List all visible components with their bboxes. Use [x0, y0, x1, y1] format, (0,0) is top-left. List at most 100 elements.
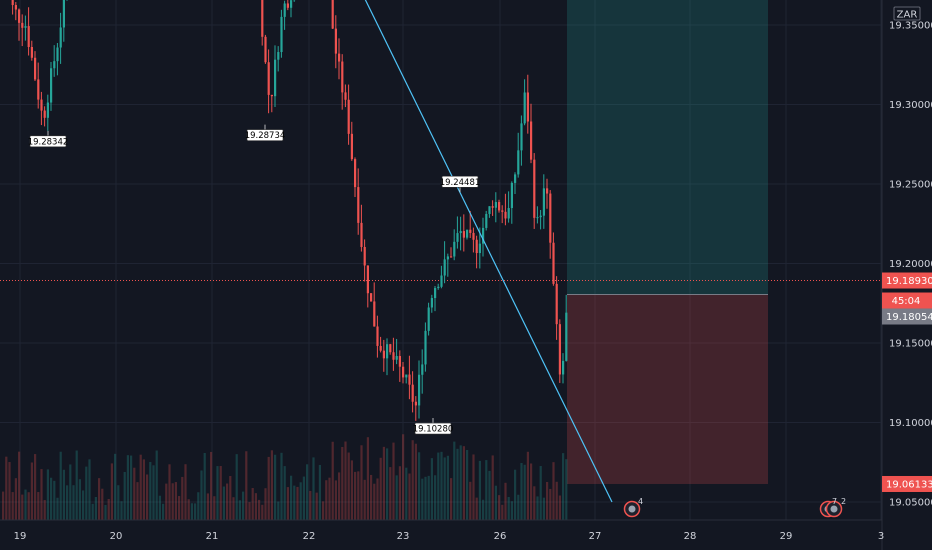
volume-bar	[366, 437, 369, 520]
volume-bar	[402, 434, 405, 520]
candle-body	[277, 52, 280, 60]
volume-bar	[341, 447, 344, 520]
price-tick-label: 19.05000	[889, 498, 932, 509]
candle-body	[504, 211, 507, 219]
price-tag-box[interactable]	[882, 475, 932, 492]
volume-bar	[43, 500, 46, 520]
price-tag-label[interactable]: 19.18054	[886, 312, 932, 323]
time-tick-label: 27	[589, 531, 602, 542]
volume-bar	[101, 488, 104, 520]
volume-bar	[226, 483, 229, 520]
candle-body	[469, 229, 472, 233]
volume-bar	[85, 466, 88, 520]
volume-bar	[152, 465, 155, 520]
volume-bar	[386, 448, 389, 520]
volume-bar	[350, 460, 353, 520]
volume-bar	[264, 488, 267, 520]
volume-bar	[274, 454, 277, 520]
volume-bar	[53, 480, 56, 520]
volume-bar	[533, 486, 536, 520]
volume-bar	[149, 461, 152, 520]
candle-body	[459, 231, 462, 234]
volume-bar	[280, 452, 283, 520]
volume-bar	[50, 477, 53, 520]
price-tag-box[interactable]	[882, 272, 932, 289]
volume-bar	[520, 463, 523, 520]
candle-body	[427, 307, 430, 331]
volume-bar	[171, 483, 174, 520]
volume-bar	[510, 501, 513, 520]
price-tick-label: 19.20000	[889, 259, 932, 270]
volume-bar	[197, 492, 200, 520]
volume-bar	[485, 460, 488, 520]
price-tag-box[interactable]	[882, 308, 932, 325]
volume-bar	[14, 478, 17, 520]
position-zone[interactable]	[0, 0, 882, 484]
candle-body	[59, 27, 62, 48]
volume-bar	[46, 469, 49, 520]
candle-body	[11, 0, 14, 6]
volume-bar	[360, 445, 363, 520]
volume-bar	[373, 483, 376, 520]
price-tag-box[interactable]	[882, 292, 932, 309]
volume-bar	[430, 458, 433, 520]
price-tag-label[interactable]: 19.06133	[886, 479, 932, 490]
candle-body	[558, 324, 561, 375]
volume-bar	[216, 466, 219, 520]
candle-body	[414, 401, 417, 406]
swing-label-box	[29, 135, 67, 148]
candle-body	[286, 3, 289, 8]
trendline-long[interactable]	[245, 0, 613, 503]
candle-body	[379, 345, 382, 351]
candle-body	[520, 123, 523, 151]
candle-body	[382, 350, 385, 359]
trendlines[interactable]	[245, 0, 613, 503]
candle-body	[347, 99, 350, 134]
volume-bar	[283, 466, 286, 520]
volume-bar	[347, 452, 350, 520]
time-axis[interactable]: 19 20 21 22 23 26 27 28 29 3	[0, 519, 884, 542]
volume-bar	[466, 449, 469, 520]
price-tag-label[interactable]: 45:04	[892, 296, 921, 307]
volume-bar	[555, 481, 558, 520]
candle-body	[30, 47, 33, 58]
volume-bar	[299, 482, 302, 520]
loss-zone[interactable]	[567, 294, 768, 484]
candle-body	[475, 239, 478, 254]
volume-bar	[174, 482, 177, 520]
event-badge-dot	[628, 505, 636, 513]
candle-body	[354, 159, 357, 188]
volume-bar	[178, 496, 181, 520]
volume-bar	[114, 453, 117, 520]
volume-bar	[398, 466, 401, 520]
swing-label-box	[246, 129, 284, 141]
candle-body	[555, 283, 558, 325]
volume-bar	[440, 451, 443, 520]
volume-bar	[290, 475, 293, 520]
price-tick-label: 19.10000	[889, 418, 932, 429]
candles	[11, 0, 568, 421]
candle-body	[27, 26, 30, 48]
candle-body	[50, 68, 53, 103]
volume-bar	[475, 497, 478, 520]
volume-bar	[414, 443, 417, 520]
candle-body	[24, 26, 27, 28]
volume-bar	[136, 482, 139, 520]
candle-body	[472, 232, 475, 240]
volume-bars	[2, 434, 568, 520]
volume-bar	[120, 501, 123, 520]
volume-bar	[40, 469, 43, 520]
volume-bar	[462, 446, 465, 520]
price-tag-label[interactable]: 19.18930	[886, 276, 932, 287]
profit-zone[interactable]	[567, 0, 768, 295]
volume-bar	[59, 451, 62, 520]
price-axis[interactable]: 19.05000 19.10000 19.15000 19.20000 19.25000…	[881, 0, 932, 550]
time-tick-label: 3	[878, 531, 884, 542]
volume-bar	[66, 485, 69, 520]
volume-bar	[94, 496, 97, 520]
volume-bar	[158, 495, 161, 520]
candle-body	[405, 374, 408, 378]
